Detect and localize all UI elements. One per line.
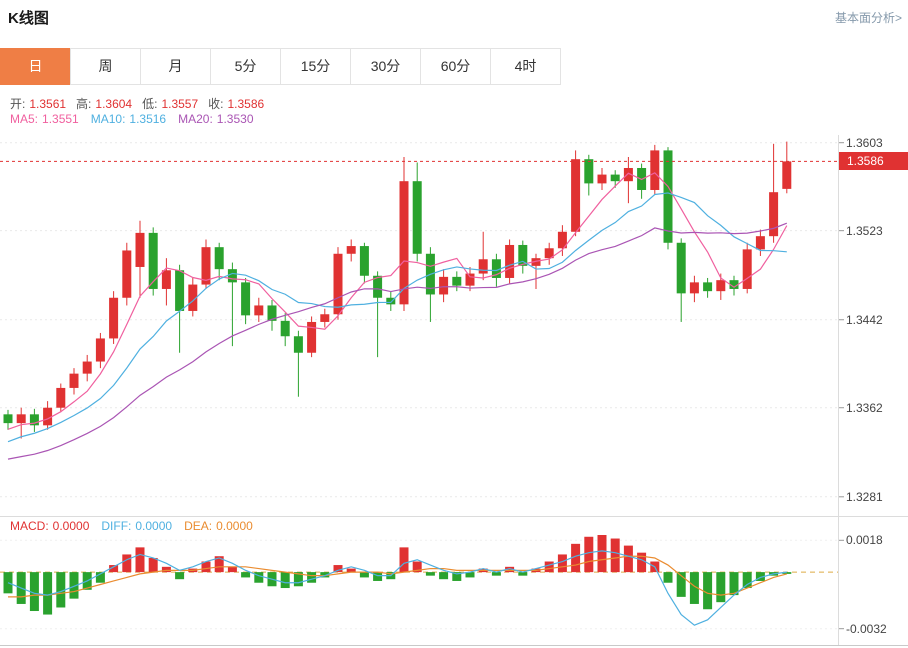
- ohlc-label-2: 低:: [142, 97, 158, 111]
- ma-label-1: MA10:: [90, 112, 126, 126]
- ohlc-label-0: 开:: [10, 97, 26, 111]
- ohlc-readout-row: 开: 1.3561 高: 1.3604 低: 1.3557 收: 1.3586: [10, 95, 274, 112]
- ma-readout-row: MA5: 1.3551 MA10: 1.3516 MA20: 1.3530: [10, 112, 266, 126]
- ohlc-label-1: 高:: [76, 97, 92, 111]
- macd-label-0: MACD:: [10, 519, 49, 533]
- tab-30min[interactable]: 30分: [350, 48, 421, 85]
- ma-label-2: MA20:: [178, 112, 213, 126]
- ma-value-1: 1.3516: [129, 112, 167, 126]
- tab-month[interactable]: 月: [140, 48, 211, 85]
- macd-value-1: 0.0000: [135, 519, 173, 533]
- ma-value-0: 1.3551: [42, 112, 79, 126]
- page-title: K线图: [8, 10, 49, 27]
- macd-value-0: 0.0000: [52, 519, 90, 533]
- tab-5min[interactable]: 5分: [210, 48, 281, 85]
- ohlc-label-3: 收:: [208, 97, 224, 111]
- tab-day[interactable]: 日: [0, 48, 71, 85]
- fundamental-analysis-link[interactable]: 基本面分析>: [834, 11, 902, 25]
- tab-week[interactable]: 周: [70, 48, 141, 85]
- interval-tabs: 日周月 5分 15分 30分 60分 4时: [0, 48, 561, 85]
- tab-15min[interactable]: 15分: [280, 48, 351, 85]
- ohlc-value-1: 1.3604: [95, 97, 133, 111]
- tab-60min[interactable]: 60分: [420, 48, 491, 85]
- macd-value-2: 0.0000: [216, 519, 253, 533]
- ma-label-0: MA5:: [10, 112, 39, 126]
- tab-4hour[interactable]: 4时: [490, 48, 561, 85]
- macd-label-1: DIFF:: [101, 519, 132, 533]
- ohlc-value-3: 1.3586: [227, 97, 265, 111]
- current-price-tag: 1.3586: [839, 152, 908, 171]
- macd-label-2: DEA:: [184, 519, 213, 533]
- ohlc-value-0: 1.3561: [29, 97, 67, 111]
- macd-readout-row: MACD: 0.0000 DIFF: 0.0000 DEA: 0.0000: [10, 519, 265, 533]
- ohlc-value-2: 1.3557: [161, 97, 199, 111]
- ma-value-2: 1.3530: [216, 112, 254, 126]
